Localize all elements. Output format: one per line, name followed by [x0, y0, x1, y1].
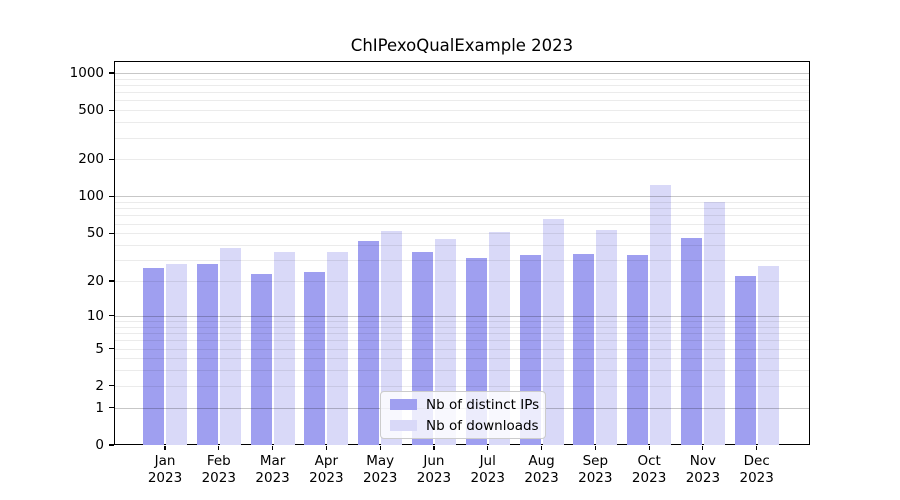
y-tick-label-1: 1 — [95, 399, 104, 416]
x-tick — [487, 445, 489, 451]
y-tick-label-1000: 1000 — [69, 64, 104, 81]
x-tick — [702, 445, 704, 451]
x-tick-label-jan: Jan 2023 — [147, 452, 183, 487]
legend-swatch-distinct-ips — [390, 399, 417, 410]
legend-item-downloads: Nb of downloads — [390, 416, 539, 435]
x-tick — [594, 445, 596, 451]
legend: Nb of distinct IPs Nb of downloads — [380, 391, 546, 439]
x-tick-label-apr: Apr 2023 — [309, 452, 344, 487]
x-tick-label-mar: Mar 2023 — [255, 452, 290, 487]
legend-label-downloads: Nb of downloads — [426, 417, 539, 434]
x-tick — [648, 445, 650, 451]
x-tick-label-jun: Jun 2023 — [416, 452, 452, 487]
x-tick — [756, 445, 758, 451]
y-tick-label-10: 10 — [86, 307, 104, 324]
plot-area — [114, 61, 810, 445]
x-tick — [433, 445, 435, 451]
x-tick — [325, 445, 327, 451]
legend-item-distinct-ips: Nb of distinct IPs — [390, 395, 540, 414]
chart-title: ChIPexoQualExample 2023 — [350, 36, 574, 55]
legend-swatch-downloads — [390, 420, 417, 431]
y-tick-label-200: 200 — [78, 151, 104, 168]
x-tick — [218, 445, 220, 451]
x-tick — [540, 445, 543, 451]
x-tick-label-aug: Aug 2023 — [524, 452, 559, 487]
x-tick-label-feb: Feb 2023 — [201, 452, 236, 487]
x-tick-label-nov: Nov 2023 — [685, 452, 721, 487]
y-tick-label-2: 2 — [95, 377, 104, 394]
x-tick — [164, 445, 166, 451]
y-tick-label-20: 20 — [86, 273, 104, 290]
x-tick-label-sep: Sep 2023 — [578, 452, 613, 487]
y-tick-label-0: 0 — [95, 437, 104, 453]
x-tick-label-jul: Jul 2023 — [470, 452, 505, 487]
legend-label-distinct-ips: Nb of distinct IPs — [426, 396, 540, 413]
x-tick-label-may: May 2023 — [362, 452, 398, 487]
x-tick-label-dec: Dec 2023 — [739, 452, 774, 487]
x-tick — [379, 445, 381, 451]
y-tick-label-500: 500 — [78, 102, 104, 119]
y-tick-label-100: 100 — [78, 188, 104, 205]
x-tick — [271, 445, 274, 451]
y-tick-label-5: 5 — [95, 340, 104, 357]
y-tick-label-50: 50 — [86, 225, 104, 242]
x-tick-label-oct: Oct 2023 — [631, 452, 667, 487]
